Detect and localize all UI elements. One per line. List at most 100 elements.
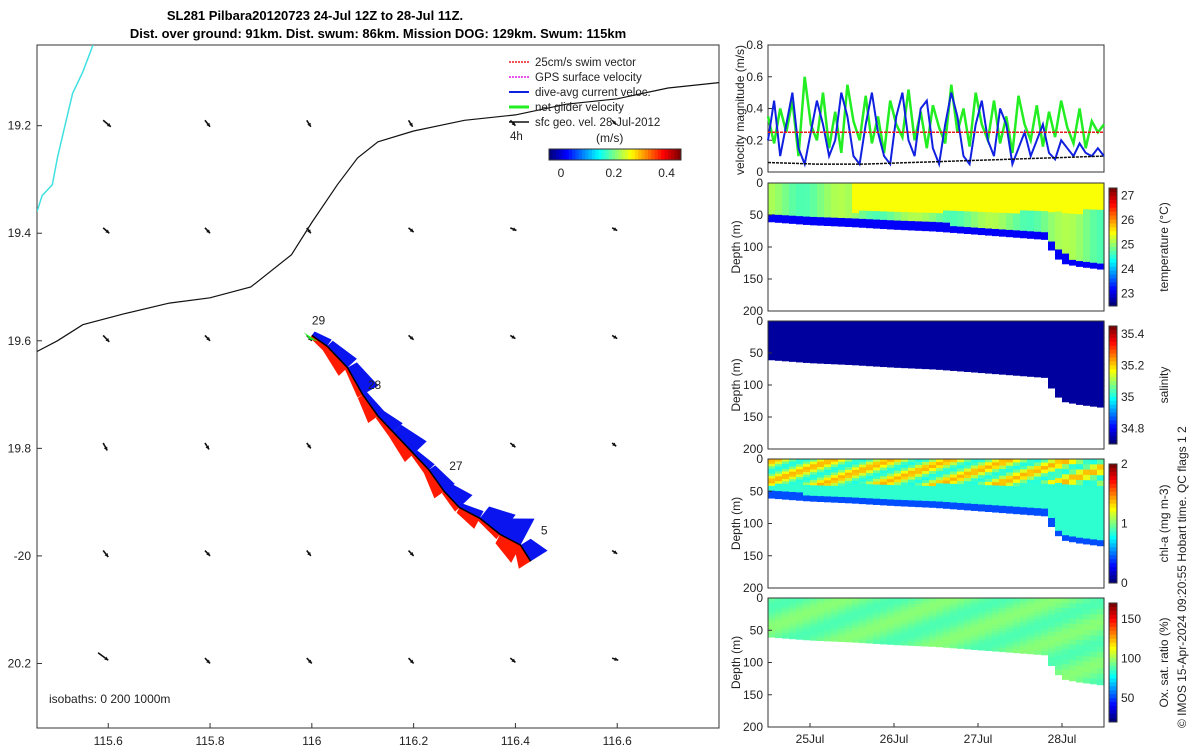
section-cell (894, 183, 902, 187)
section-cell (831, 622, 839, 626)
section-cell (1090, 673, 1098, 679)
section-cell (831, 323, 839, 327)
section-cell (1020, 489, 1028, 495)
colorbar-cell (598, 149, 603, 160)
section-cell (880, 194, 888, 198)
section-cell (810, 619, 818, 623)
colorbar-cell (657, 149, 662, 160)
section-cell (796, 356, 804, 360)
section-cell (943, 321, 951, 325)
section-cell (922, 470, 930, 475)
section-cell (817, 472, 825, 476)
section-cell (894, 488, 902, 492)
section-colorbar-cell (1109, 559, 1117, 564)
dive-avg-vector-fan (347, 362, 379, 395)
section-cell (950, 619, 958, 624)
section-cell (950, 345, 958, 350)
section-cell (950, 192, 958, 196)
section-cell (922, 491, 930, 496)
colorbar-cell (648, 149, 652, 160)
section-cell (999, 618, 1007, 622)
section-cell (1090, 352, 1098, 359)
section-cell (831, 638, 839, 642)
section-cell (845, 472, 853, 476)
section-cell (782, 494, 790, 498)
section-cell (768, 632, 776, 636)
section-cell (845, 633, 853, 637)
section-cell (1097, 507, 1105, 514)
section-cell (845, 619, 853, 624)
section-cell (831, 212, 839, 216)
section-cell (789, 353, 797, 357)
section-cell (852, 459, 860, 463)
section-cell (1006, 618, 1014, 623)
section-cell (915, 603, 923, 608)
section-cell (1097, 385, 1105, 392)
map-xtick-label: 115.8 (195, 734, 224, 748)
section-cell (929, 356, 937, 361)
section-cell (789, 321, 797, 325)
section-cell (985, 459, 993, 463)
section-cell (999, 209, 1007, 214)
section-cell (782, 333, 790, 337)
section-cell (894, 321, 902, 325)
map-ytick-label: 19.8 (8, 441, 32, 455)
section-cell (838, 477, 846, 482)
section-cell (971, 211, 979, 216)
section-cell (957, 201, 965, 206)
section-cell (810, 487, 818, 492)
geo-arrow (408, 334, 415, 341)
section-cell (768, 629, 776, 633)
section-cell (859, 188, 867, 192)
section-cell (880, 197, 888, 201)
section-cell (936, 198, 944, 202)
section-cell (831, 624, 839, 629)
section-cell (971, 352, 979, 357)
section-cell (859, 500, 867, 505)
section-cell (866, 484, 874, 488)
section-cell (817, 627, 825, 631)
section-cell (1069, 531, 1077, 538)
section-cell (1055, 612, 1063, 618)
section-cell (1027, 231, 1035, 236)
section-cell (1027, 604, 1035, 610)
section-cell (1069, 495, 1077, 501)
section-cell (1090, 257, 1098, 264)
section-cell (831, 603, 839, 607)
section-cell (1055, 349, 1063, 355)
section-cell (866, 224, 874, 229)
section-cell (1062, 366, 1070, 373)
section-cell (1083, 394, 1091, 401)
section-cell (782, 321, 790, 325)
section-cell (873, 202, 881, 207)
section-cell (964, 500, 972, 505)
section-cell (908, 482, 916, 487)
section-cell (824, 459, 832, 463)
section-cell (880, 501, 888, 506)
section-cell (894, 598, 902, 602)
section-cell (782, 600, 790, 604)
section-cell (880, 191, 888, 195)
geo-arrow-head (205, 445, 210, 450)
section-cell (1090, 603, 1098, 610)
section-cell (782, 358, 790, 362)
section-cell (992, 614, 1000, 619)
section-cell (775, 473, 783, 477)
section-cell (775, 352, 783, 356)
section-cell (992, 212, 1000, 217)
section-cell (901, 464, 909, 469)
section-cell (866, 623, 874, 627)
section-cell (845, 486, 853, 490)
colorbar-cell (651, 149, 656, 160)
section-cell (775, 615, 783, 619)
section-cell (775, 333, 783, 337)
section-cell (1020, 459, 1028, 464)
section-colorbar-cell (1109, 630, 1117, 636)
section-cell (971, 218, 979, 222)
section-colorbar-cell (1109, 337, 1117, 343)
section-cell (1069, 654, 1077, 661)
section-cell (1090, 480, 1098, 487)
section-cell (824, 624, 832, 628)
section-cell (1083, 378, 1091, 385)
section-cell (1013, 615, 1021, 620)
